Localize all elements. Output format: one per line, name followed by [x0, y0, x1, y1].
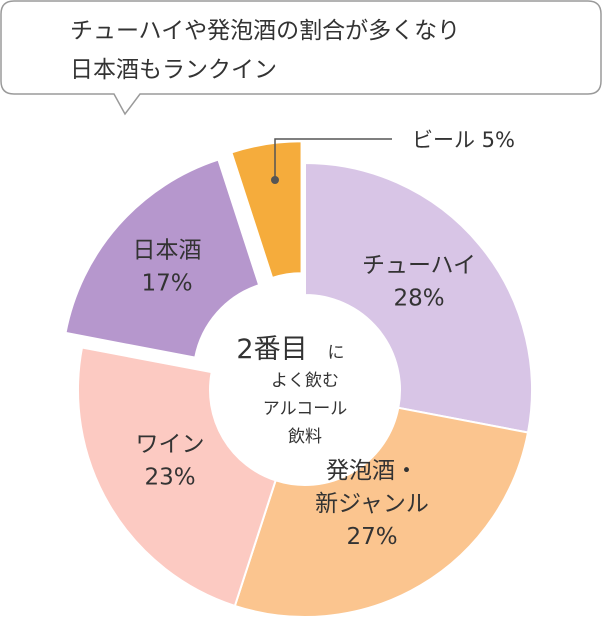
slice-1-label-0: 発泡酒・ [326, 458, 418, 484]
donut-center-hole [210, 295, 400, 485]
callout-line [274, 138, 392, 180]
center-label-big-suffix: に [328, 343, 345, 363]
slice-1-label-1: 新ジャンル [315, 491, 429, 517]
slice-3 [64, 158, 261, 359]
callout: ビール 5% [271, 128, 515, 184]
slice-4 [230, 140, 303, 280]
center-label: 2番目 に よく飲む アルコール 飲料 [236, 334, 347, 447]
center-label-line-4: 飲料 [288, 427, 322, 447]
speech-bubble-shape [0, 0, 602, 116]
callout-label: ビール 5% [412, 128, 515, 152]
center-label-line-2: よく飲む [271, 371, 339, 391]
bubble-line-2: 日本酒もランクイン [70, 57, 277, 83]
slice-labels: チューハイ 28% 発泡酒・新ジャンル 27% ワイン 23% 日本酒 17% [133, 238, 477, 551]
center-label-line-3: アルコール [263, 399, 348, 419]
slice-0-label-1: 28% [393, 286, 444, 312]
slice-2-label-0: ワイン [136, 432, 205, 458]
callout-dot [271, 176, 279, 184]
slice-1-label-2: 27% [346, 524, 397, 550]
bubble-line-1: チューハイや発泡酒の割合が多くなり [70, 18, 460, 44]
slice-3-label-0: 日本酒 [133, 238, 202, 264]
center-label-big: 2番目 [236, 334, 307, 365]
pie-slices [64, 140, 533, 618]
speech-bubble: チューハイや発泡酒の割合が多くなり 日本酒もランクイン [0, 0, 602, 116]
slice-0-label-0: チューハイ [362, 253, 476, 279]
slice-2-label-1: 23% [144, 465, 195, 491]
slice-3-label-1: 17% [141, 271, 192, 297]
